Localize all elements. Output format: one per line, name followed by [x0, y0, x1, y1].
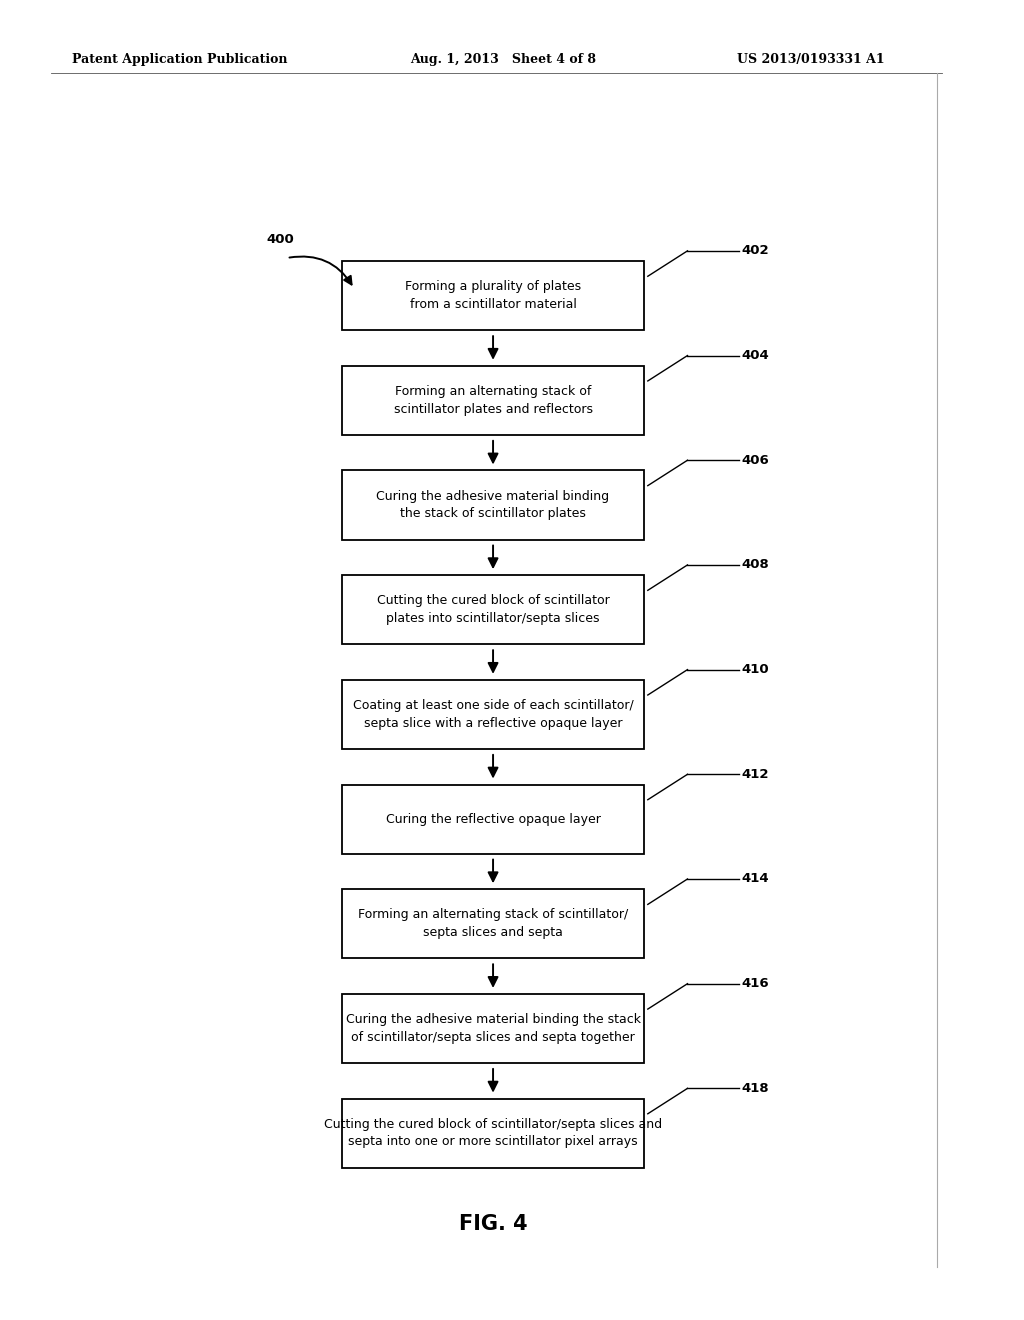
FancyBboxPatch shape — [342, 994, 644, 1063]
Text: US 2013/0193331 A1: US 2013/0193331 A1 — [737, 53, 885, 66]
Text: 408: 408 — [741, 558, 769, 572]
Text: Coating at least one side of each scintillator/
septa slice with a reflective op: Coating at least one side of each scinti… — [352, 700, 634, 730]
FancyBboxPatch shape — [342, 680, 644, 748]
Text: Curing the adhesive material binding
the stack of scintillator plates: Curing the adhesive material binding the… — [377, 490, 609, 520]
Text: Curing the reflective opaque layer: Curing the reflective opaque layer — [386, 813, 600, 825]
FancyBboxPatch shape — [342, 261, 644, 330]
Text: Curing the adhesive material binding the stack
of scintillator/septa slices and : Curing the adhesive material binding the… — [345, 1014, 641, 1044]
Text: FIG. 4: FIG. 4 — [459, 1213, 527, 1234]
Text: 404: 404 — [741, 348, 769, 362]
Text: Forming an alternating stack of
scintillator plates and reflectors: Forming an alternating stack of scintill… — [393, 385, 593, 416]
FancyBboxPatch shape — [342, 784, 644, 854]
FancyBboxPatch shape — [342, 890, 644, 958]
Text: Aug. 1, 2013   Sheet 4 of 8: Aug. 1, 2013 Sheet 4 of 8 — [410, 53, 596, 66]
Text: 412: 412 — [741, 768, 769, 781]
Text: 414: 414 — [741, 873, 769, 886]
Text: Cutting the cured block of scintillator
plates into scintillator/septa slices: Cutting the cured block of scintillator … — [377, 594, 609, 624]
Text: Patent Application Publication: Patent Application Publication — [72, 53, 287, 66]
FancyBboxPatch shape — [342, 576, 644, 644]
FancyBboxPatch shape — [342, 470, 644, 540]
Text: Cutting the cured block of scintillator/septa slices and
septa into one or more : Cutting the cured block of scintillator/… — [324, 1118, 663, 1148]
Text: 400: 400 — [267, 234, 295, 247]
Text: Forming an alternating stack of scintillator/
septa slices and septa: Forming an alternating stack of scintill… — [358, 908, 628, 939]
FancyBboxPatch shape — [342, 366, 644, 434]
Text: 406: 406 — [741, 454, 769, 467]
Text: 402: 402 — [741, 244, 769, 257]
FancyBboxPatch shape — [342, 1098, 644, 1168]
Text: 410: 410 — [741, 663, 769, 676]
Text: 416: 416 — [741, 977, 769, 990]
Text: Forming a plurality of plates
from a scintillator material: Forming a plurality of plates from a sci… — [406, 280, 581, 312]
Text: 418: 418 — [741, 1082, 769, 1094]
